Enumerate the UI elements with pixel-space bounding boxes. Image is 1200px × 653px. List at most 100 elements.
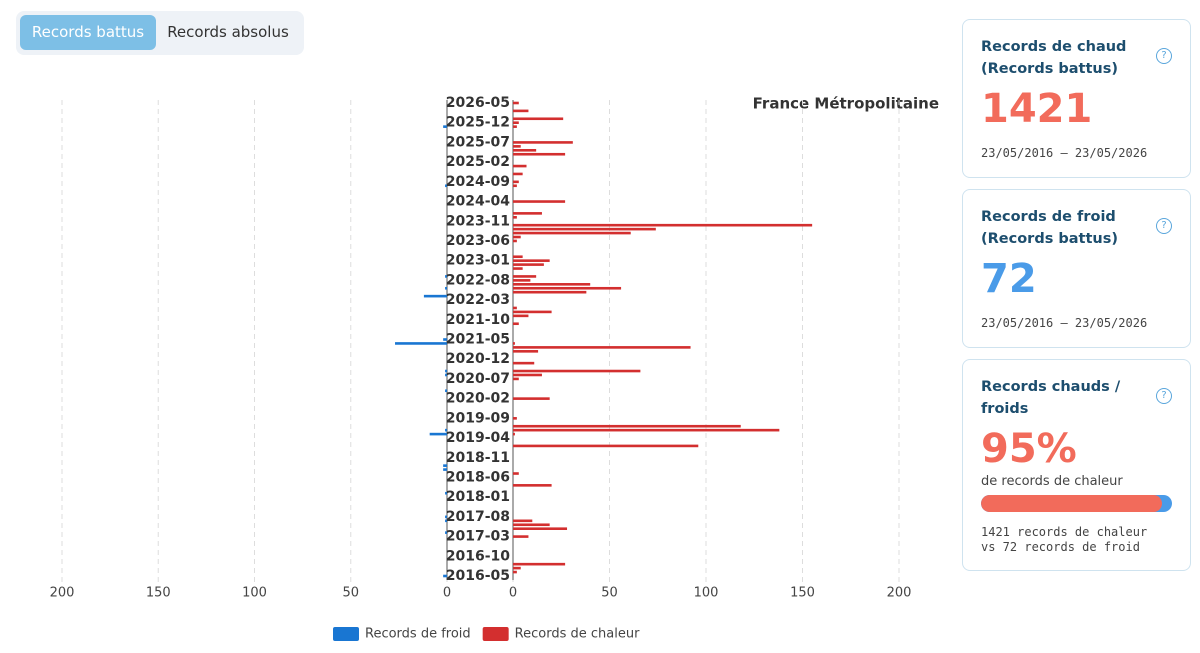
bar (513, 255, 523, 259)
y-tick-label: 2021-05 (446, 332, 510, 348)
y-tick-label: 2023-11 (446, 213, 510, 229)
bar (513, 223, 813, 227)
bar (513, 361, 535, 365)
y-tick-label: 2018-06 (446, 469, 510, 485)
bar (513, 286, 622, 290)
bar (445, 373, 447, 377)
stat-card: Records de chaud (Records battus) ? 1421… (962, 19, 1191, 178)
help-icon[interactable]: ? (1156, 48, 1172, 64)
bar (513, 306, 517, 310)
progress-fill (981, 495, 1163, 512)
y-tick-label: 2017-03 (446, 529, 510, 545)
x-tick-label: 0 (443, 586, 451, 601)
legend-swatch (333, 627, 359, 641)
legend-label: Records de chaleur (515, 627, 640, 642)
x-tick-label: 200 (887, 586, 912, 601)
bar (513, 235, 521, 239)
bar (513, 417, 517, 420)
bar (445, 519, 447, 523)
bar (429, 432, 447, 436)
help-icon[interactable]: ? (1156, 218, 1172, 234)
bar (513, 117, 564, 121)
bar (513, 216, 517, 219)
bar (513, 279, 531, 282)
bar (513, 239, 517, 243)
bar (513, 562, 566, 566)
bar (513, 527, 568, 530)
x-tick-label: 0 (509, 586, 517, 601)
y-tick-label: 2020-12 (446, 351, 510, 367)
card-footer: vs 72 records de froid (981, 540, 1140, 554)
bar (513, 350, 539, 353)
bar (513, 101, 519, 105)
bar (445, 389, 447, 393)
bar (513, 535, 529, 538)
bar (513, 428, 780, 432)
card-period: 23/05/2016 – 23/05/2026 (981, 316, 1148, 330)
y-tick-label: 2019-04 (446, 430, 511, 446)
y-tick-label: 2016-05 (446, 568, 510, 584)
bar (513, 523, 550, 527)
bar (513, 200, 566, 203)
x-tick-label: 50 (342, 586, 359, 601)
card-value: 1421 (981, 86, 1093, 132)
bar (513, 314, 529, 318)
bar (513, 164, 527, 168)
y-tick-label: 2024-04 (446, 194, 511, 210)
bar (513, 519, 533, 523)
stat-card: Records chauds / froids ? 95% de records… (962, 359, 1191, 571)
card-title: Records de froid (Records battus) (981, 209, 1118, 247)
y-tick-label: 2025-02 (446, 154, 510, 170)
bar (513, 172, 523, 176)
bar (513, 141, 573, 144)
y-tick-label: 2025-12 (446, 115, 510, 131)
card-period: 23/05/2016 – 23/05/2026 (981, 146, 1148, 160)
y-tick-label: 2023-06 (446, 233, 510, 249)
bar (445, 428, 447, 432)
y-tick-label: 2016-10 (446, 548, 511, 564)
chart-title: France Métropolitaine (753, 95, 939, 113)
bar (513, 184, 517, 188)
bar (513, 570, 517, 574)
bar (513, 397, 550, 400)
bar (513, 212, 542, 215)
card-footer: 1421 records de chaleur (981, 525, 1148, 539)
bar (443, 464, 447, 467)
bar (443, 574, 447, 578)
bar (513, 152, 566, 156)
y-tick-label: 2018-11 (446, 450, 510, 466)
x-tick-label: 150 (146, 586, 171, 601)
bar (513, 444, 699, 448)
y-tick-label: 2019-09 (446, 410, 510, 426)
bar (445, 275, 447, 278)
bar (513, 310, 552, 314)
bar (513, 180, 519, 184)
tab[interactable]: Records absolus (167, 23, 289, 41)
bar (423, 294, 447, 298)
bar (513, 346, 691, 349)
y-tick-label: 2018-01 (446, 489, 510, 505)
y-tick-label: 2020-02 (446, 391, 510, 407)
y-tick-label: 2022-03 (446, 292, 510, 308)
x-tick-label: 50 (601, 586, 618, 601)
x-tick-label: 100 (242, 586, 267, 601)
card-value: 72 (981, 256, 1037, 302)
bar (513, 369, 641, 373)
bar (513, 342, 515, 345)
bar (513, 227, 656, 231)
bar (513, 484, 552, 487)
y-tick-label: 2017-08 (446, 509, 510, 525)
y-tick-label: 2023-01 (446, 253, 510, 269)
bar (513, 432, 515, 436)
y-tick-label: 2020-07 (446, 371, 510, 387)
x-tick-label: 200 (50, 586, 75, 601)
bar (513, 145, 521, 148)
bar (513, 121, 519, 125)
y-tick-label: 2025-07 (446, 134, 510, 150)
help-icon[interactable]: ? (1156, 388, 1172, 404)
tab-active[interactable]: Records battus (20, 15, 156, 50)
bar (513, 275, 537, 278)
bar (513, 373, 542, 377)
tab-bar: Records battus Records absolus (16, 11, 304, 55)
